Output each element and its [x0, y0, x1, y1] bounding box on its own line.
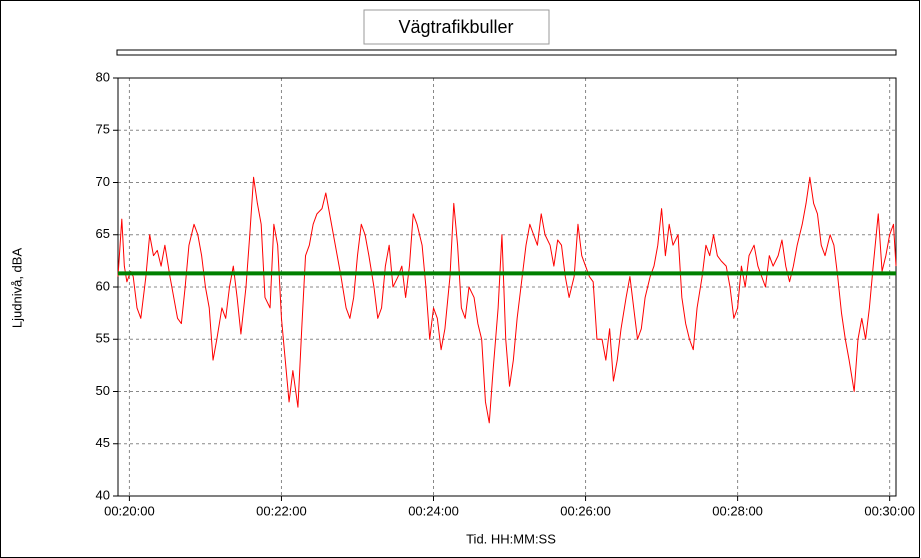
x-tick-label: 00:22:00 — [256, 503, 307, 518]
y-tick-label: 80 — [96, 69, 110, 84]
title-rule — [116, 49, 897, 56]
y-tick-label: 45 — [96, 435, 110, 450]
title-box — [363, 9, 550, 45]
y-tick-label: 75 — [96, 122, 110, 137]
x-tick-label: 00:26:00 — [560, 503, 611, 518]
x-tick-label: 00:30:00 — [864, 503, 915, 518]
data-line — [117, 176, 897, 424]
y-axis-label: Ljudnivå, dBA — [9, 248, 24, 329]
chart-title: Vägtrafikbuller — [398, 17, 513, 37]
y-tick-label: 65 — [96, 226, 110, 241]
y-tick-label: 40 — [96, 487, 110, 502]
y-tick-label: 70 — [96, 174, 110, 189]
y-tick-label: 60 — [96, 278, 110, 293]
plot-frame — [117, 77, 897, 497]
y-tick-label: 50 — [96, 383, 110, 398]
x-tick-label: 00:24:00 — [408, 503, 459, 518]
x-axis-label: Tid. HH:MM:SS — [466, 531, 556, 546]
y-tick-label: 55 — [96, 331, 110, 346]
x-tick-label: 00:28:00 — [712, 503, 763, 518]
x-tick-label: 00:20:00 — [104, 503, 155, 518]
